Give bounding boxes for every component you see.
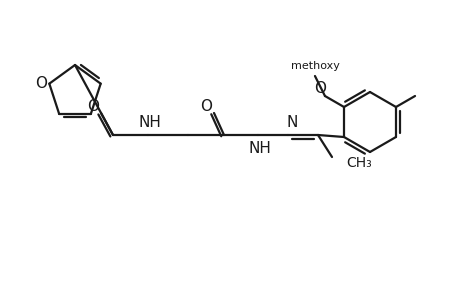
Text: O: O: [87, 98, 99, 113]
Text: NH: NH: [138, 115, 161, 130]
Text: N: N: [285, 115, 297, 130]
Text: methoxy: methoxy: [290, 61, 339, 71]
Text: NH: NH: [248, 140, 271, 155]
Text: O: O: [313, 80, 325, 95]
Text: O: O: [35, 76, 47, 91]
Text: CH₃: CH₃: [345, 156, 371, 170]
Text: O: O: [200, 98, 212, 113]
